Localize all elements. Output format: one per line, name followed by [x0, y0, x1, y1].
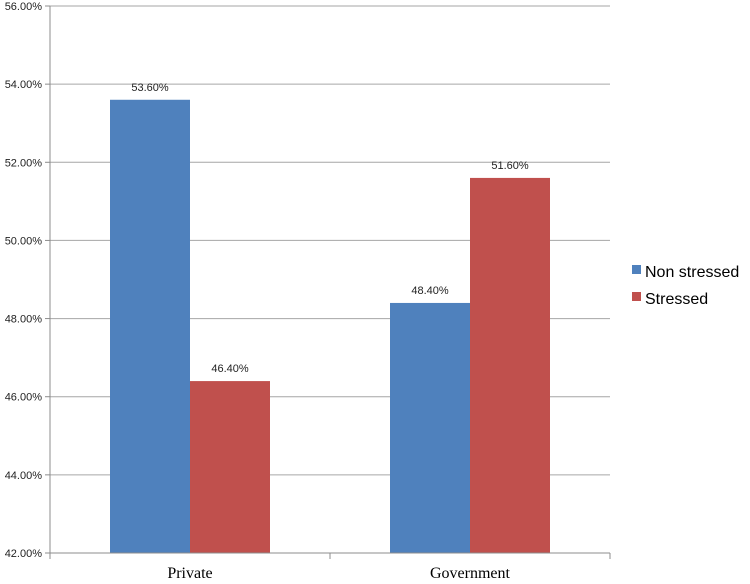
y-tick-label: 44.00% [5, 470, 43, 482]
y-tick-label: 42.00% [5, 548, 43, 560]
y-tick-label: 52.00% [5, 157, 43, 169]
legend-swatch [632, 292, 641, 301]
y-tick-label: 46.00% [5, 392, 43, 404]
data-label: 46.40% [211, 363, 249, 375]
bar [190, 381, 270, 553]
axes [49, 6, 611, 559]
data-label: 51.60% [491, 160, 529, 172]
bar [470, 177, 550, 553]
legend-label: Non stressed [645, 264, 739, 281]
y-tick-label: 54.00% [5, 79, 43, 91]
data-label: 53.60% [131, 82, 169, 94]
y-tick-label: 48.00% [5, 314, 43, 326]
bar [110, 99, 190, 554]
legend-swatch [632, 265, 641, 274]
category-label: Government [430, 565, 511, 582]
legend-label: Stressed [645, 291, 708, 308]
bar [390, 302, 470, 553]
bars [110, 99, 550, 554]
data-labels: 53.60% 46.40% 48.40% 51.60% [131, 82, 529, 375]
category-label: Private [167, 565, 212, 582]
category-labels: Private Government [167, 565, 510, 582]
legend: Non stressed Stressed [632, 264, 739, 308]
data-label: 48.40% [411, 285, 449, 297]
y-tick-label: 50.00% [5, 235, 43, 247]
y-axis-ticks: 42.00% 44.00% 46.00% 48.00% 50.00% 52.00% 54.0… [5, 1, 50, 560]
y-tick-label: 56.00% [5, 1, 43, 13]
